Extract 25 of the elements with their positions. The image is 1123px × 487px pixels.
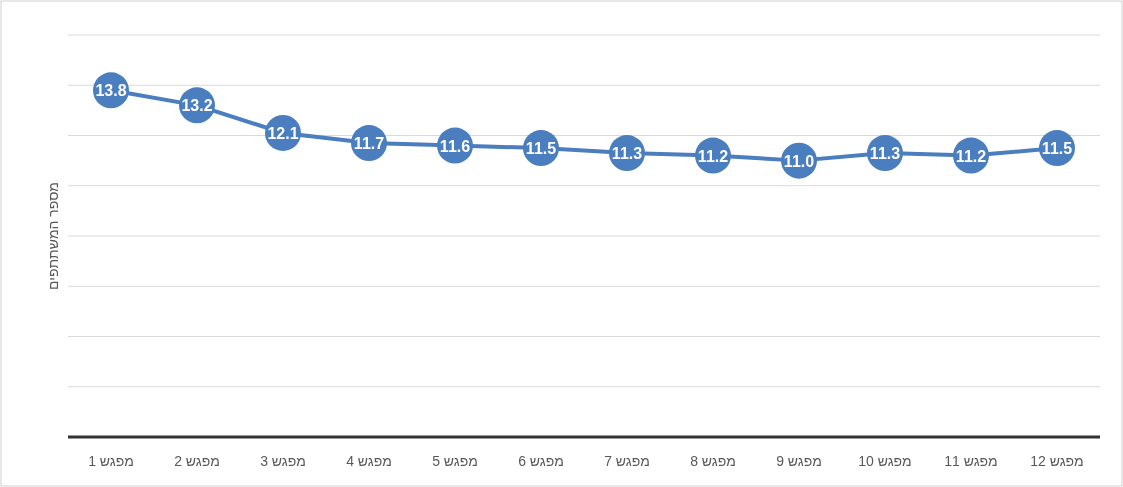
data-label: 12.1 — [267, 124, 299, 142]
x-tick-label: מפגש 12 — [1030, 453, 1084, 469]
data-label: 13.8 — [95, 82, 127, 100]
data-label: 11.5 — [525, 140, 557, 158]
x-tick-label: מפגש 8 — [690, 453, 736, 469]
x-tick-label: מפגש 1 — [88, 453, 134, 469]
x-tick-label: מפגש 7 — [604, 453, 650, 469]
x-tick-label: מפגש 2 — [174, 453, 220, 469]
data-label: 11.2 — [955, 147, 987, 165]
x-tick-label: מפגש 9 — [776, 453, 822, 469]
data-label: 11.3 — [611, 145, 643, 163]
data-label: 11.0 — [783, 152, 815, 170]
x-tick-label: מפגש 10 — [858, 453, 912, 469]
x-tick-label: מפגש 4 — [346, 453, 392, 469]
x-tick-label: מפגש 11 — [944, 453, 998, 469]
x-tick-label: מפגש 6 — [518, 453, 564, 469]
data-label: 13.2 — [181, 97, 213, 115]
data-label: 11.3 — [869, 145, 901, 163]
y-axis-title: מספר המשתתפים — [45, 182, 61, 290]
data-label: 11.2 — [697, 147, 729, 165]
data-label: 11.5 — [1041, 140, 1073, 158]
x-tick-label: מפגש 3 — [260, 453, 306, 469]
data-label: 11.6 — [439, 137, 471, 155]
x-tick-label: מפגש 5 — [432, 453, 478, 469]
data-label: 11.7 — [353, 135, 385, 153]
